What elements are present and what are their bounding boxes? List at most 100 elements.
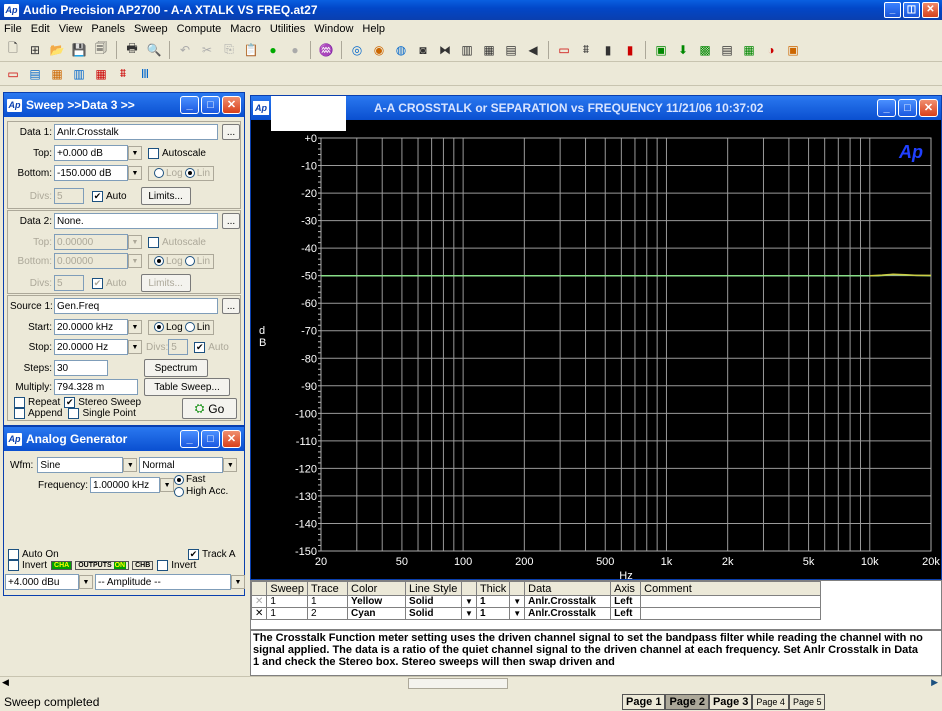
fft-spectrum-icon[interactable]: ▥ [70, 65, 88, 83]
spectrum-button[interactable]: Spectrum [144, 359, 208, 377]
auto-on-checkbox[interactable] [8, 549, 19, 560]
analog-analyzer-icon[interactable]: ◍ [392, 41, 410, 59]
source1-browse-button[interactable]: ... [222, 298, 240, 314]
col-header-axis[interactable]: Axis [611, 582, 641, 596]
analyzer-icon[interactable]: ◉ [370, 41, 388, 59]
thick-cell[interactable]: 1 [476, 596, 509, 608]
close-button[interactable]: ✕ [919, 99, 938, 117]
menu-utilities[interactable]: Utilities [270, 23, 305, 35]
lin-radio[interactable] [185, 168, 195, 178]
dsp-icon[interactable]: ⧓ [436, 41, 454, 59]
new-file-icon[interactable]: 🗋 [4, 41, 22, 59]
chevron-down-icon[interactable]: ▼ [128, 340, 142, 354]
color-cell[interactable]: Yellow [348, 596, 406, 608]
data1-browse-button[interactable]: ... [222, 124, 240, 140]
steps-field[interactable]: 30 [54, 360, 108, 376]
maximize-button[interactable]: □ [201, 96, 220, 114]
new-test-icon[interactable]: ⊞ [26, 41, 44, 59]
data1-divs-field[interactable]: 5 [54, 188, 84, 204]
col-header-comment[interactable]: Comment [641, 582, 821, 596]
lin-radio[interactable] [185, 322, 195, 332]
amplitude-select[interactable]: -- Amplitude -- [95, 574, 231, 590]
data1-bottom-field[interactable]: -150.000 dB [54, 165, 128, 181]
col-header-color[interactable]: Color [348, 582, 406, 596]
horizontal-scrollbar[interactable]: ◀ ▶ [0, 676, 942, 690]
chevron-down-icon[interactable]: ▼ [128, 254, 142, 268]
spectrum-icon[interactable]: ▮ [621, 41, 639, 59]
chevron-down-icon[interactable]: ▼ [462, 608, 477, 620]
amplitude-field[interactable]: +4.000 dBu [5, 574, 79, 590]
autoscale-checkbox[interactable] [148, 148, 159, 159]
line-style-cell[interactable]: Solid [406, 596, 462, 608]
chevron-down-icon[interactable]: ▼ [462, 596, 477, 608]
monitor-icon[interactable]: ▩ [696, 41, 714, 59]
tab-page-3[interactable]: Page 3 [709, 694, 752, 710]
trace-cell[interactable]: 1 [308, 596, 348, 608]
tab-page-5[interactable]: Page 5 [789, 694, 826, 710]
chevron-down-icon[interactable]: ▼ [128, 166, 142, 180]
print-icon[interactable]: 🖶 [123, 41, 141, 59]
menu-edit[interactable]: Edit [31, 23, 50, 35]
log-radio[interactable] [154, 168, 164, 178]
menu-view[interactable]: View [59, 23, 83, 35]
source1-field[interactable]: Gen.Freq [54, 298, 218, 314]
multiply-field[interactable]: 794.328 m [54, 379, 138, 395]
menu-compute[interactable]: Compute [177, 23, 222, 35]
autoscale-checkbox[interactable] [148, 237, 159, 248]
menu-panels[interactable]: Panels [91, 23, 125, 35]
invert-a-checkbox[interactable] [8, 560, 19, 571]
cut-icon[interactable]: ✂ [198, 41, 216, 59]
meter-icon[interactable]: ▥ [458, 41, 476, 59]
data-cell[interactable]: Anlr.Crosstalk [525, 608, 611, 620]
stop-icon[interactable]: ● [286, 41, 304, 59]
scrollbar-thumb[interactable] [408, 678, 508, 689]
col-header-trace[interactable]: Trace [308, 582, 348, 596]
maximize-button[interactable]: □ [898, 99, 917, 117]
stop-field[interactable]: 20.0000 Hz [54, 339, 128, 355]
log-radio[interactable] [154, 256, 164, 266]
multitone-icon[interactable]: ▦ [92, 65, 110, 83]
restore-button[interactable]: ◫ [903, 2, 920, 18]
comment-cell[interactable] [641, 608, 821, 620]
sweep-cell[interactable]: 1 [267, 608, 308, 620]
col-header-sweep[interactable]: Sweep [267, 582, 308, 596]
minimize-button[interactable]: _ [877, 99, 896, 117]
chevron-down-icon[interactable]: ▼ [231, 575, 245, 589]
data2-bottom-field[interactable]: 0.00000 [54, 253, 128, 269]
menu-file[interactable]: File [4, 23, 22, 35]
minimize-button[interactable]: _ [180, 96, 199, 114]
source-divs-field[interactable]: 5 [168, 339, 188, 355]
go-icon[interactable]: ● [264, 41, 282, 59]
data2-browse-button[interactable]: ... [222, 213, 240, 229]
trace-icon[interactable]: ⩩ [577, 41, 595, 59]
save-icon[interactable]: 💾 [70, 41, 88, 59]
minimize-button[interactable]: _ [884, 2, 901, 18]
tab-page-1[interactable]: Page 1 [622, 694, 665, 710]
undo-icon[interactable]: ↶ [176, 41, 194, 59]
waveform-panel-icon[interactable]: ▭ [4, 65, 22, 83]
axis-cell[interactable]: Left [611, 608, 641, 620]
close-button[interactable]: ✕ [222, 96, 241, 114]
repeat-checkbox[interactable] [14, 397, 25, 408]
data1-top-field[interactable]: +0.000 dB [54, 145, 128, 161]
paste-icon[interactable]: 📋 [242, 41, 260, 59]
sweep-cell[interactable]: 1 [267, 596, 308, 608]
chart-view-icon[interactable]: ▣ [652, 41, 670, 59]
line-style-cell[interactable]: Solid [406, 608, 462, 620]
thd-snr-icon[interactable]: ▤ [26, 65, 44, 83]
level-panel-icon[interactable]: ⩩ [114, 65, 132, 83]
copy-icon[interactable]: ⎘ [220, 41, 238, 59]
generator-icon[interactable]: ◎ [348, 41, 366, 59]
stereo-sweep-checkbox[interactable]: ✔ [64, 397, 75, 408]
close-button[interactable]: ✕ [222, 430, 241, 448]
chevron-down-icon[interactable]: ▼ [510, 608, 525, 620]
thick-cell[interactable]: 1 [476, 608, 509, 620]
chevron-down-icon[interactable]: ▼ [223, 458, 237, 472]
fast-radio[interactable] [174, 475, 184, 485]
menu-help[interactable]: Help [362, 23, 385, 35]
list-icon[interactable]: ▤ [718, 41, 736, 59]
row-mark-cell[interactable]: ✕ [252, 596, 267, 608]
lin-radio[interactable] [185, 256, 195, 266]
go-button[interactable]: ⛭ Go [182, 398, 237, 419]
table-row[interactable]: ✕ 1 2 Cyan Solid ▼ 1 ▼ Anlr.Crosstalk Le… [252, 608, 821, 620]
